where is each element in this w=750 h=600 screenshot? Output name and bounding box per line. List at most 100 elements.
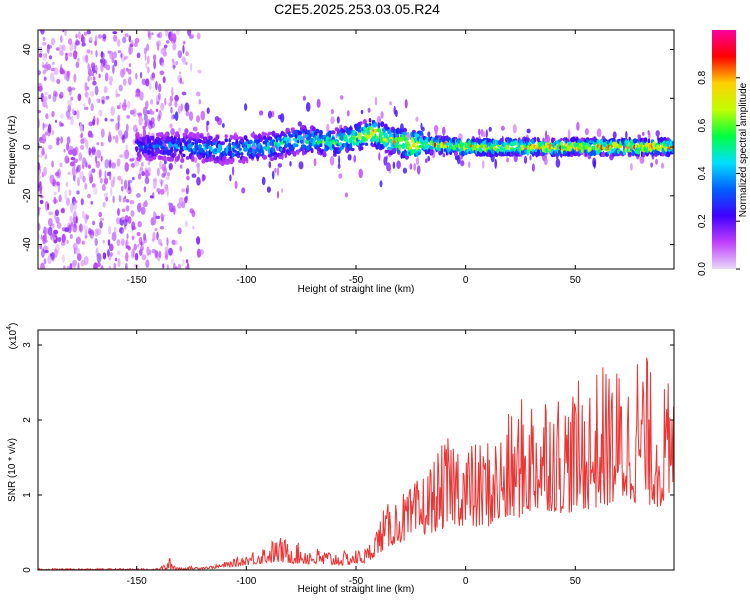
spectrogram-cell: [567, 129, 571, 140]
spectrogram-cell: [175, 61, 179, 66]
spectrogram-cell: [60, 123, 64, 127]
spectrogram-cell: [99, 217, 105, 221]
spectrogram-cell: [142, 125, 146, 130]
spectrogram-cell: [155, 108, 159, 112]
spectrogram-cell: [141, 171, 146, 177]
spectrogram-cell: [150, 98, 154, 105]
spectrogram-cell: [278, 155, 283, 160]
colorbar-tick-label: 0.0: [697, 262, 708, 276]
spectrogram-cell: [149, 195, 154, 199]
spectrogram-cell: [185, 110, 190, 117]
spectrogram-cell: [113, 262, 117, 269]
spectrogram-cell: [38, 161, 41, 171]
spectrogram-cell: [86, 49, 91, 54]
spectrogram-cell: [82, 157, 87, 164]
spectrogram-cell: [157, 92, 161, 101]
spectrogram-cell: [482, 160, 485, 169]
spectrogram-cell: [336, 116, 340, 124]
spectrogram-cell: [224, 138, 228, 143]
spectrogram-cell: [51, 160, 54, 168]
spectrogram-cell: [88, 121, 93, 127]
spectrogram-cell: [266, 142, 270, 147]
spectrogram-cell: [70, 202, 74, 213]
spectrogram-cell: [145, 156, 150, 161]
spectrogram-cell: [44, 250, 49, 253]
spectrogram-cell: [89, 234, 94, 240]
spectrogram-cell: [482, 131, 486, 138]
spectrogram-cell: [108, 131, 111, 141]
spectrogram-cell: [269, 157, 275, 162]
spectrogram-cell: [140, 145, 144, 150]
spectrogram-cell: [141, 78, 147, 86]
spectrogram-cell: [350, 147, 355, 152]
spectrogram-cell: [179, 164, 183, 169]
spectrogram-cell: [179, 71, 181, 75]
spectrogram-cell: [48, 211, 54, 216]
spectrogram-cell: [69, 234, 73, 239]
spectrogram-cell: [169, 123, 173, 129]
spectrogram-cell: [144, 120, 148, 128]
spectrogram-cell: [150, 74, 155, 81]
spectrogram-cell: [305, 102, 311, 112]
spectrogram-cell: [88, 66, 92, 76]
spectrogram-cell: [200, 110, 206, 121]
spectrogram-cell: [257, 153, 262, 157]
spectrogram-cell: [124, 195, 127, 200]
spectrogram-cell: [353, 155, 357, 163]
spectrogram-cell: [400, 128, 403, 133]
spectrogram-cell: [630, 163, 633, 171]
spectrogram-cell: [42, 122, 45, 131]
spectrogram-cell: [234, 180, 238, 189]
spectrogram-cell: [427, 155, 431, 162]
spectrogram-cell: [173, 136, 177, 141]
spectrogram-cell: [121, 185, 124, 192]
spectrogram-cell: [379, 180, 383, 188]
spectrogram-cell: [112, 31, 118, 35]
spectrogram-cell: [127, 76, 132, 86]
spectrogram-cell: [79, 122, 83, 132]
spectrogram-cell: [71, 108, 75, 115]
spectrogram-cell: [56, 140, 60, 146]
spectrogram-cell: [50, 37, 56, 46]
spectrogram-cell: [122, 102, 127, 111]
spectrogram-cell: [338, 142, 343, 146]
spectrogram-cell: [338, 173, 343, 179]
spectrogram-cell: [120, 30, 123, 34]
spectrogram-cell: [648, 132, 651, 139]
x-tick-label: 50: [570, 576, 582, 587]
spectrogram-cell: [187, 30, 192, 36]
spectrogram-cell: [131, 235, 135, 240]
spectrogram-cell: [163, 44, 168, 49]
spectrogram-cell: [238, 159, 243, 163]
spectrogram-cell: [94, 85, 99, 96]
spectrogram-cell: [60, 113, 64, 119]
spectrogram-cell: [179, 77, 182, 84]
spectrogram-cell: [65, 158, 70, 163]
spectrogram-cell: [158, 238, 162, 245]
spectrogram-cell: [401, 143, 406, 150]
spectrogram-cell: [77, 177, 80, 187]
spectrogram-cell: [175, 148, 179, 152]
spectrogram-cell: [146, 149, 152, 156]
spectrogram-cell: [229, 174, 232, 182]
spectrogram-cell: [545, 134, 551, 144]
spectrogram-cell: [196, 248, 202, 258]
spectrogram-cell: [494, 158, 498, 169]
spectrogram-cell: [80, 198, 84, 206]
spectrogram-cell: [163, 155, 167, 162]
spectrogram-cell: [168, 202, 174, 213]
spectrogram-cell: [64, 30, 68, 37]
spectrogram-cell: [346, 110, 350, 117]
spectrogram-cell: [95, 155, 98, 164]
spectrogram-cell: [108, 265, 111, 269]
spectrogram-cell: [42, 53, 48, 61]
spectrogram-cell: [129, 109, 135, 115]
spectrogram-cell: [134, 159, 140, 167]
spectrogram-cell: [74, 220, 77, 229]
spectrogram-cell: [44, 233, 47, 242]
x-tick-label: 0: [463, 576, 469, 587]
spectrogram-cell: [102, 33, 107, 40]
spectrogram-cell: [177, 134, 180, 139]
spectrogram-cell: [117, 258, 121, 268]
spectrogram-cell: [435, 139, 439, 143]
